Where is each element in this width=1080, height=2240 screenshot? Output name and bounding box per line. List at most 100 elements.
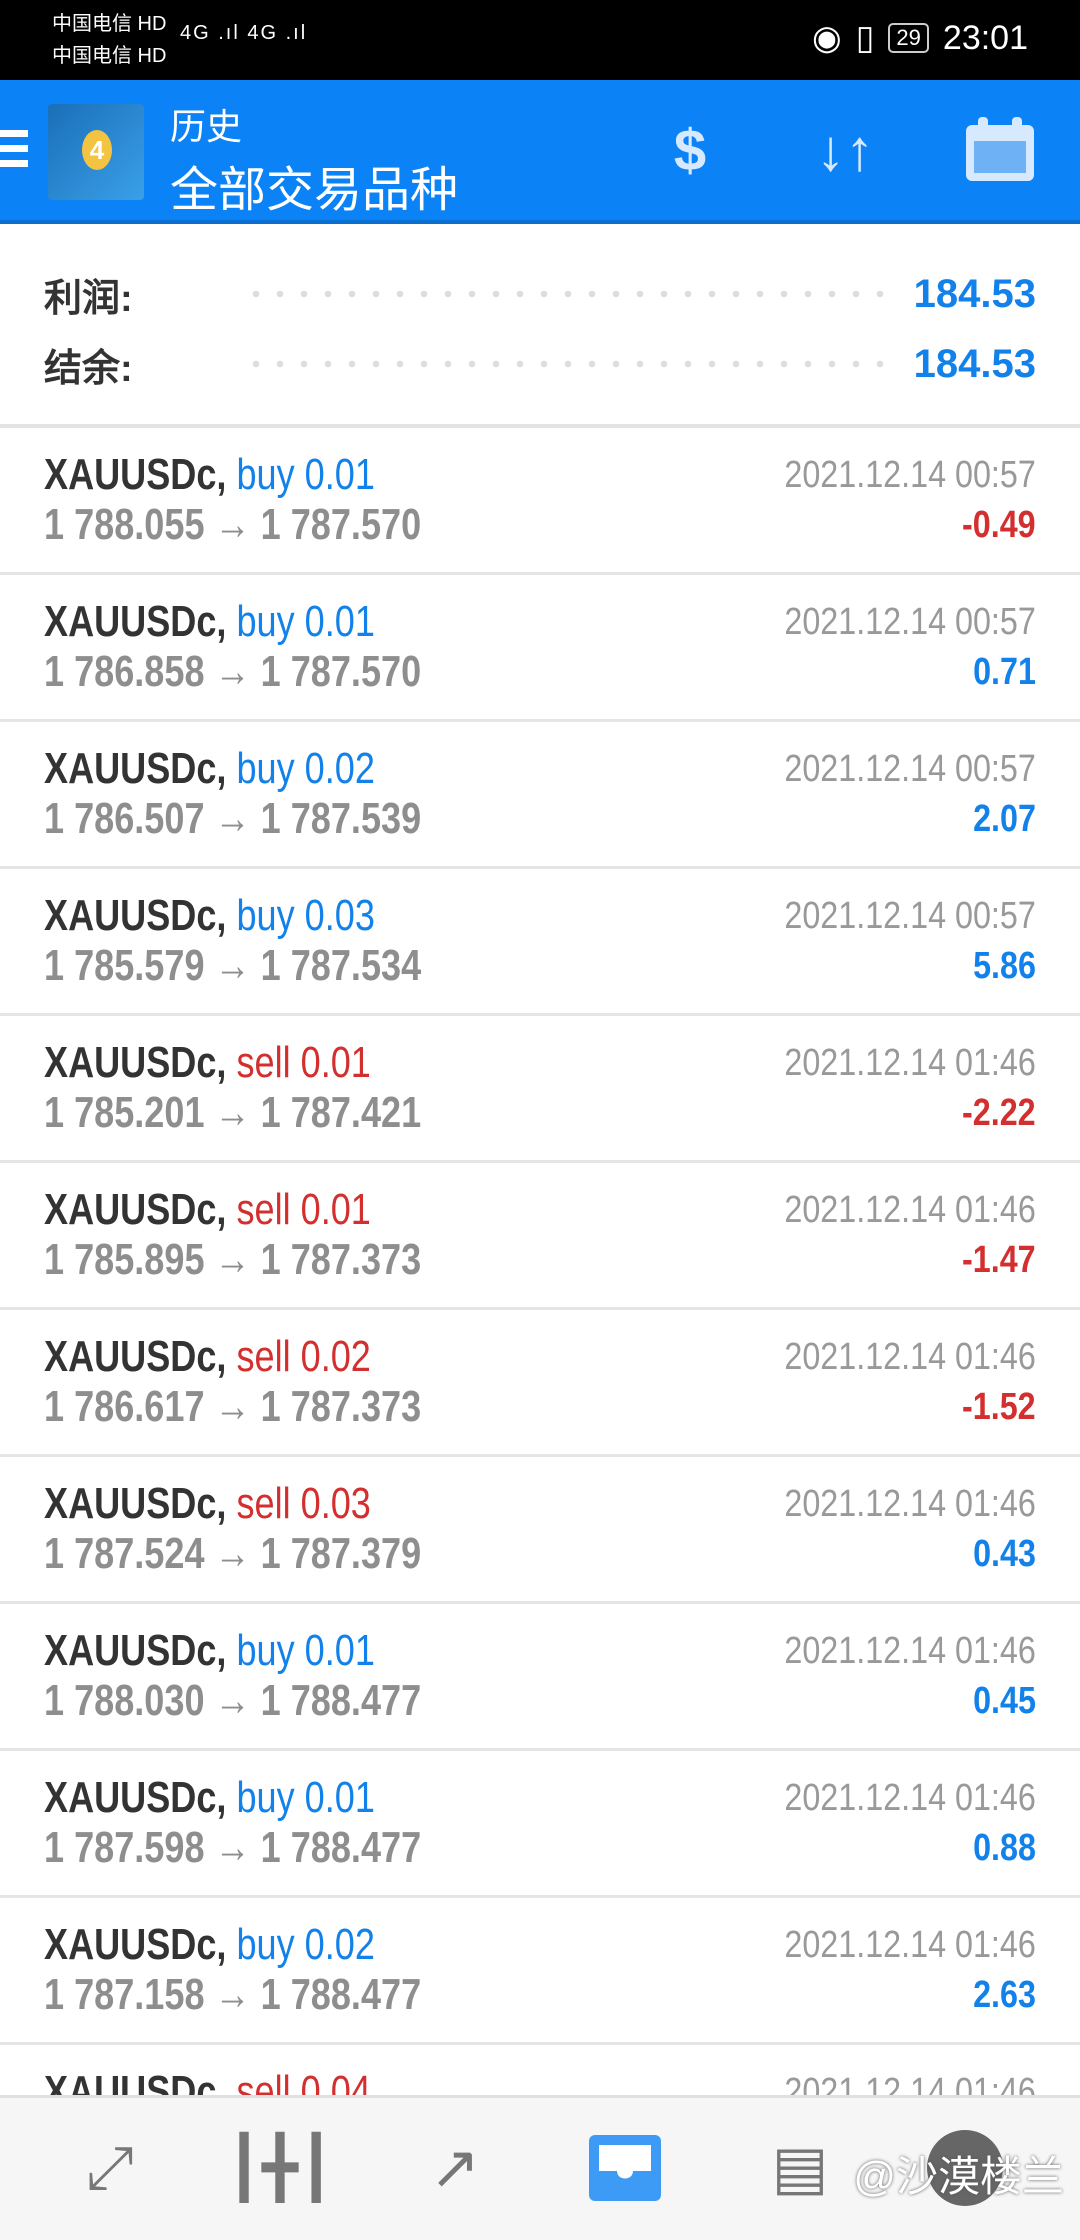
- trade-profit: -1.47: [962, 1239, 1036, 1281]
- trade-symbol: XAUUSDc,: [44, 1920, 227, 1969]
- trade-symbol: XAUUSDc,: [44, 1038, 227, 1087]
- candlestick-icon: ┃╋┃: [225, 2134, 335, 2201]
- trade-time: 2021.12.14 01:46: [784, 1042, 1036, 1084]
- trend-icon: ↗: [429, 2134, 481, 2201]
- trade-prices: 1 785.895 → 1 787.373: [44, 1235, 422, 1284]
- trade-prices: 1 786.858 → 1 787.570: [44, 647, 422, 696]
- trade-symbol: XAUUSDc,: [44, 1332, 227, 1381]
- trade-row[interactable]: XAUUSDc, buy 0.02 1 786.507 → 1 787.539 …: [0, 722, 1080, 869]
- trade-profit: -2.22: [962, 1092, 1036, 1134]
- page-title: 历史: [170, 106, 243, 147]
- trade-row[interactable]: XAUUSDc, buy 0.01 1 788.055 → 1 787.570 …: [0, 428, 1080, 575]
- trade-prices: 1 788.030 → 1 788.477: [44, 1676, 422, 1725]
- chat-icon: [927, 2130, 1003, 2206]
- trade-time: 2021.12.14 00:57: [784, 601, 1036, 643]
- trade-side: buy 0.01: [236, 1626, 375, 1675]
- trade-prices: 1 785.579 → 1 787.534: [44, 941, 422, 990]
- trade-side: buy 0.01: [236, 450, 375, 499]
- trade-profit: 2.07: [973, 798, 1036, 840]
- newspaper-icon: ▤: [771, 2134, 829, 2201]
- trade-side: buy 0.01: [236, 1773, 375, 1822]
- profit-label: 利润:: [44, 277, 133, 320]
- trade-profit: -1.52: [962, 1386, 1036, 1428]
- trade-time: 2021.12.14 01:46: [784, 1630, 1036, 1672]
- trade-row[interactable]: XAUUSDc, buy 0.01 1 786.858 → 1 787.570 …: [0, 575, 1080, 722]
- calendar-icon[interactable]: [960, 110, 1040, 190]
- nav-quotes[interactable]: ⤢: [65, 2128, 155, 2208]
- trade-profit: 5.86: [973, 945, 1036, 987]
- trade-symbol: XAUUSDc,: [44, 1773, 227, 1822]
- watermark: @沙漠楼兰: [853, 2153, 1064, 2200]
- nav-chart[interactable]: ┃╋┃: [226, 2128, 334, 2208]
- trade-row[interactable]: XAUUSDc, sell 0.03 1 787.524 → 1 787.379…: [0, 1457, 1080, 1604]
- carrier-1: 中国电信 HD: [52, 13, 167, 35]
- balance-label: 结余:: [44, 347, 133, 390]
- trade-side: buy 0.02: [236, 744, 375, 793]
- trade-time: 2021.12.14 00:57: [784, 748, 1036, 790]
- profit-value: 184.53: [913, 271, 1036, 316]
- trade-prices: 1 787.158 → 1 788.477: [44, 1970, 422, 2019]
- balance-value: 184.53: [913, 341, 1036, 386]
- trade-symbol: XAUUSDc,: [44, 597, 227, 646]
- trade-time: 2021.12.14 01:46: [784, 1777, 1036, 1819]
- trade-symbol: XAUUSDc,: [44, 1626, 227, 1675]
- battery-icon: 29: [888, 23, 929, 53]
- trade-symbol: XAUUSDc,: [44, 1479, 227, 1528]
- trade-time: 2021.12.14 01:46: [784, 1924, 1036, 1966]
- trade-prices: 1 785.201 → 1 787.421: [44, 1088, 422, 1137]
- trade-time: 2021.12.14 01:46: [784, 1189, 1036, 1231]
- trade-row[interactable]: XAUUSDc, sell 0.01 1 785.201 → 1 787.421…: [0, 1016, 1080, 1163]
- trade-profit: 2.63: [973, 1974, 1036, 2016]
- trade-profit: 0.88: [973, 1827, 1036, 1869]
- trade-time: 2021.12.14 01:46: [784, 1336, 1036, 1378]
- trade-row[interactable]: XAUUSDc, buy 0.01 1 787.598 → 1 788.477 …: [0, 1751, 1080, 1898]
- trade-prices: 1 786.507 → 1 787.539: [44, 794, 422, 843]
- trade-row[interactable]: XAUUSDc, buy 0.03 1 785.579 → 1 787.534 …: [0, 869, 1080, 1016]
- trade-time: 2021.12.14 01:46: [784, 1483, 1036, 1525]
- trade-symbol: XAUUSDc,: [44, 744, 227, 793]
- trade-side: buy 0.01: [236, 597, 375, 646]
- nav-chat[interactable]: [920, 2128, 1010, 2208]
- eye-icon: ◉: [812, 19, 842, 57]
- menu-icon[interactable]: [0, 130, 28, 175]
- trade-symbol: XAUUSDc,: [44, 1185, 227, 1234]
- dot-leader: [244, 290, 894, 298]
- trade-prices: 1 787.598 → 1 788.477: [44, 1823, 422, 1872]
- app-header: 历史 全部交易品种 $ ↓↑: [0, 80, 1080, 224]
- carrier-2: 中国电信 HD: [52, 45, 167, 67]
- nav-trade[interactable]: ↗: [410, 2128, 500, 2208]
- app-logo: [48, 104, 144, 200]
- trade-prices: 1 788.055 → 1 787.570: [44, 500, 422, 549]
- trade-side: sell 0.01: [236, 1185, 371, 1234]
- trade-profit: 0.45: [973, 1680, 1036, 1722]
- trade-side: buy 0.02: [236, 1920, 375, 1969]
- signal-icon: 4G .ıl 4G .ıl: [180, 22, 308, 44]
- trade-row[interactable]: XAUUSDc, buy 0.02 1 787.158 → 1 788.477 …: [0, 1898, 1080, 2045]
- symbol-filter[interactable]: 全部交易品种: [170, 164, 459, 217]
- trade-side: sell 0.02: [236, 1332, 371, 1381]
- trade-prices: 1 786.617 → 1 787.373: [44, 1382, 422, 1431]
- trade-row[interactable]: XAUUSDc, sell 0.02 1 786.617 → 1 787.373…: [0, 1310, 1080, 1457]
- trade-side: sell 0.03: [236, 1479, 371, 1528]
- summary-panel: 利润: 184.53 结余: 184.53: [0, 224, 1080, 428]
- status-bar: 中国电信 HD 中国电信 HD 4G .ıl 4G .ıl ◉ ▯ 29 23:…: [0, 0, 1080, 80]
- currency-exchange-icon[interactable]: $: [673, 117, 707, 183]
- trade-row[interactable]: XAUUSDc, sell 0.01 1 785.895 → 1 787.373…: [0, 1163, 1080, 1310]
- clock: 23:01: [942, 18, 1028, 57]
- trade-profit: 0.71: [973, 651, 1036, 693]
- trade-prices: 1 787.524 → 1 787.379: [44, 1529, 422, 1578]
- trade-time: 2021.12.14 00:57: [784, 454, 1036, 496]
- trade-side: sell 0.01: [236, 1038, 371, 1087]
- bottom-nav: ⤢ ┃╋┃ ↗ ▤ @沙漠楼兰: [0, 2095, 1080, 2240]
- dot-leader: [244, 360, 894, 368]
- nav-news[interactable]: ▤: [755, 2128, 845, 2208]
- trade-time: 2021.12.14 00:57: [784, 895, 1036, 937]
- trade-symbol: XAUUSDc,: [44, 891, 227, 940]
- nav-history[interactable]: [580, 2128, 670, 2208]
- arrows-diagonal-icon: ⤢: [86, 2134, 134, 2201]
- inbox-icon: [589, 2135, 661, 2201]
- trade-symbol: XAUUSDc,: [44, 450, 227, 499]
- trade-row[interactable]: XAUUSDc, buy 0.01 1 788.030 → 1 788.477 …: [0, 1604, 1080, 1751]
- sort-icon[interactable]: ↓↑: [816, 117, 874, 183]
- vibrate-icon: ▯: [855, 19, 875, 57]
